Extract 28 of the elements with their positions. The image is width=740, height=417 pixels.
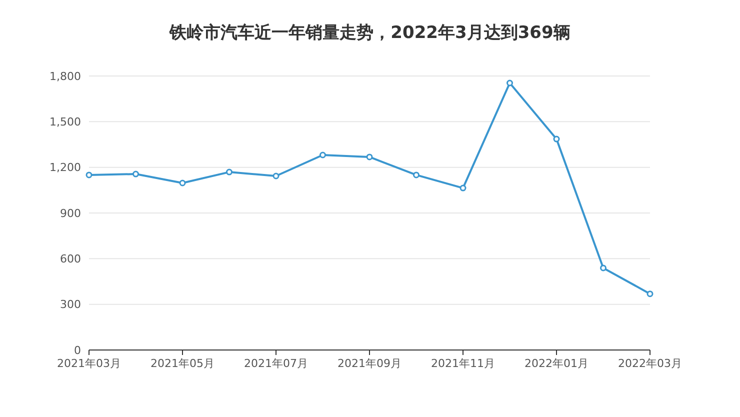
point [600, 264, 606, 272]
y-tick-label: 0 [74, 344, 81, 357]
point [272, 172, 280, 180]
y-tick-label: 900 [60, 206, 81, 220]
point [366, 154, 373, 160]
point [86, 172, 92, 178]
point [179, 180, 186, 186]
x-tick-label: 2022年01月 [524, 357, 588, 370]
y-tick-label: 1,800 [50, 70, 81, 83]
point [506, 80, 513, 86]
point [320, 152, 326, 158]
point [226, 168, 232, 176]
point [413, 172, 420, 178]
x-tick-label: 2021年11月 [431, 357, 495, 370]
x-tick-label: 2022年03月 [618, 357, 682, 370]
y-tick-label: 300 [60, 298, 81, 312]
point [553, 136, 560, 142]
x-tick-label: 2021年07月 [244, 357, 308, 370]
x-tick-label: 2021年05月 [150, 357, 214, 370]
x-tick-label: 2021年03月 [57, 357, 121, 370]
point [460, 184, 466, 192]
point [132, 170, 139, 178]
x-tick-label: 2021年09月 [338, 357, 402, 370]
y-tick-label: 1,500 [50, 116, 81, 129]
y-tick-label: 600 [60, 252, 81, 266]
point [646, 290, 654, 298]
y-tick-label: 1,200 [50, 161, 81, 174]
chart-title: 铁岭市汽车近一年销量走势，2022年3月达到369辆 [168, 23, 570, 43]
